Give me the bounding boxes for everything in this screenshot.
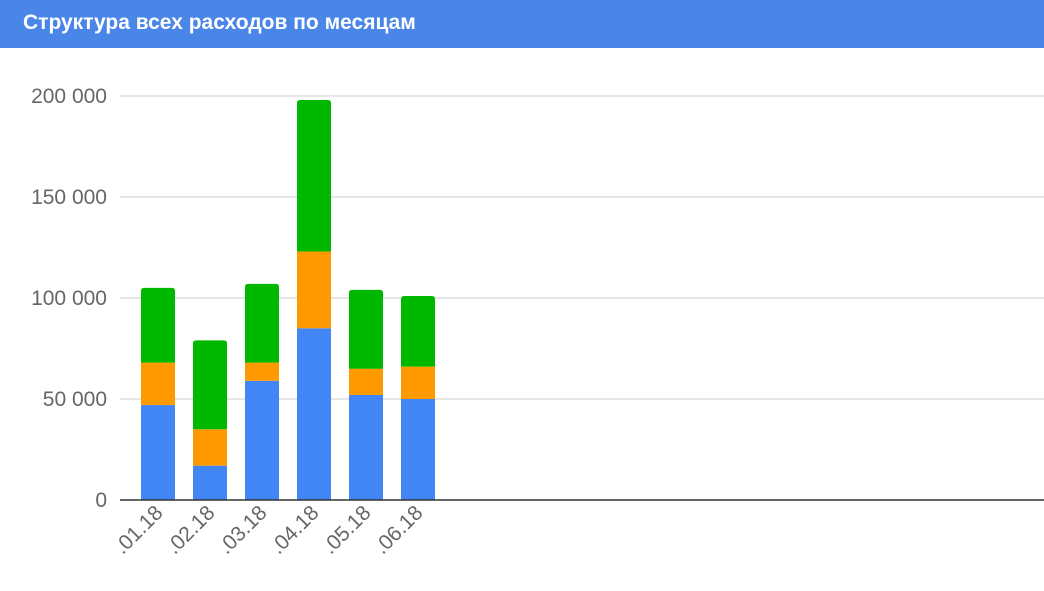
y-tick-label: 100 000: [31, 287, 107, 310]
stacked-bar-chart: 0 50 000 100 000 150 000 200 000 .01.18.02.18…: [31, 85, 1044, 559]
bar-segment: [245, 380, 279, 500]
bar-segment: [297, 100, 331, 252]
bar-segment: [245, 283, 279, 363]
chart-header: Структура всех расходов по месяцам: [0, 0, 1044, 48]
bar-segment: [193, 340, 227, 430]
y-tick-label: 0: [95, 489, 107, 512]
bar-segment: [141, 362, 175, 406]
bar-segment: [401, 399, 435, 500]
chart-title: Структура всех расходов по месяцам: [23, 11, 416, 34]
y-tick-label: 200 000: [31, 85, 107, 108]
bar-segment: [141, 405, 175, 500]
bar-segment: [193, 429, 227, 466]
x-tick-label: .04.18: [266, 501, 324, 559]
x-tick-label: .05.18: [318, 501, 376, 559]
bar-segment: [349, 394, 383, 500]
bar-segment: [401, 366, 435, 399]
bar-segment: [245, 362, 279, 381]
bar-segment: [141, 287, 175, 363]
bar-segment: [193, 465, 227, 500]
bar-segment: [297, 328, 331, 500]
x-tick-label: .03.18: [214, 501, 272, 559]
bar-segment: [349, 289, 383, 369]
y-tick-label: 50 000: [43, 388, 107, 411]
x-tick-label: .01.18: [110, 501, 168, 559]
bar-segment: [349, 368, 383, 395]
bar-segment: [401, 295, 435, 367]
x-tick-label: .02.18: [162, 501, 220, 559]
x-tick-label: .06.18: [370, 501, 428, 559]
bar-segment: [297, 251, 331, 329]
y-tick-label: 150 000: [31, 186, 107, 209]
